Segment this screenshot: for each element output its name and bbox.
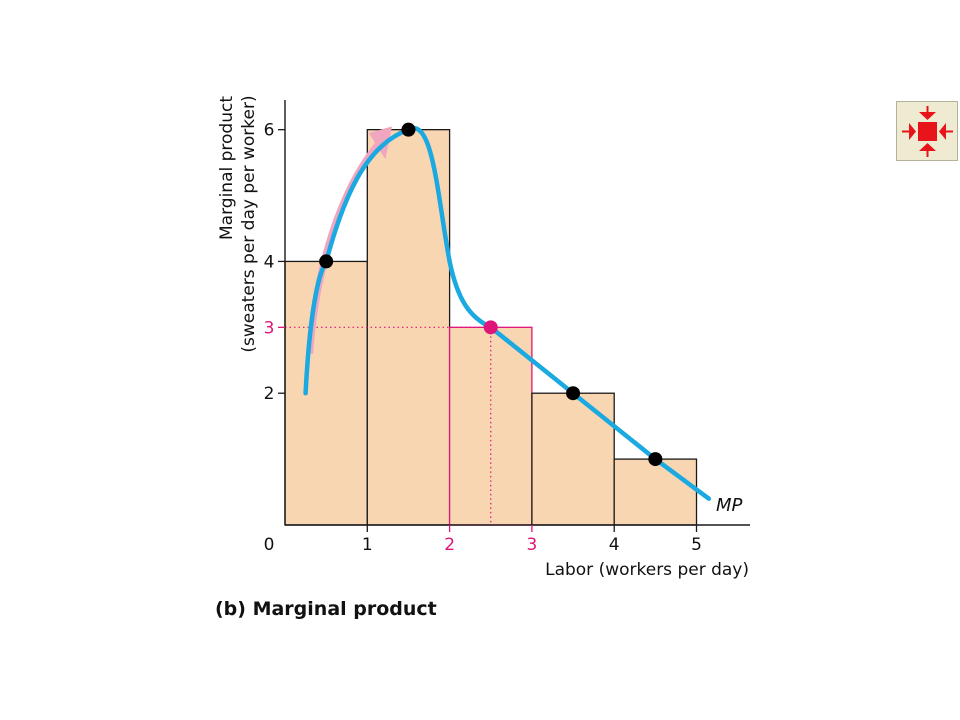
- y-tick-label-2: 2: [264, 384, 275, 404]
- tick-labels: 0 1 2 3 4 5 2 3 4 6: [264, 121, 702, 555]
- collapse-button[interactable]: [896, 101, 958, 161]
- y-tick-label-4: 4: [264, 252, 275, 272]
- axes: [284, 100, 750, 526]
- y-tick-label-6: 6: [264, 121, 275, 141]
- data-point-1: [319, 254, 334, 269]
- bar-5: [613, 458, 698, 526]
- figure-caption: (b) Marginal product: [215, 598, 437, 620]
- data-point-5: [648, 452, 663, 467]
- y-axis-title-line2: (sweaters per day per worker): [239, 95, 259, 352]
- guide-lines: [285, 326, 492, 525]
- x-tick-label-0: 0: [264, 535, 275, 555]
- x-tick-label-2: 2: [444, 535, 455, 555]
- x-tick-label-1: 1: [362, 535, 373, 555]
- y-axis-title-line1: Marginal product: [217, 96, 237, 240]
- bar-1: [284, 260, 368, 526]
- x-tick-label-5: 5: [691, 535, 702, 555]
- bar-3: [448, 326, 533, 526]
- x-tick-label-4: 4: [609, 535, 620, 555]
- collapse-arrows-icon: [902, 106, 953, 157]
- bar-2: [366, 129, 451, 526]
- bar-4: [531, 392, 615, 526]
- curve-label-mp: MP: [716, 495, 743, 516]
- data-point-4: [566, 386, 581, 401]
- data-point-3: [483, 320, 498, 335]
- arrow-head: [368, 126, 392, 160]
- data-point-2: [401, 122, 416, 137]
- x-tick-label-3: 3: [526, 535, 537, 555]
- x-axis-title: Labor (workers per day): [545, 560, 749, 580]
- points-layer: [319, 122, 663, 467]
- y-tick-label-3: 3: [264, 318, 275, 338]
